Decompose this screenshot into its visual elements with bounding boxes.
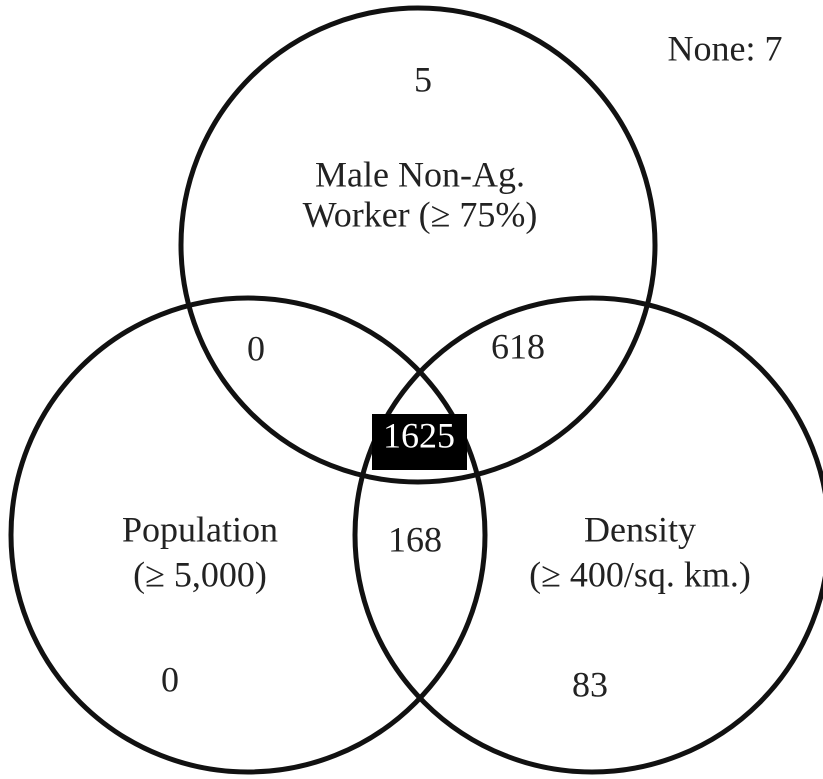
set-label: Population bbox=[122, 509, 278, 549]
region-count: 0 bbox=[161, 659, 179, 699]
region-count: 1625 bbox=[383, 415, 455, 455]
set-circle bbox=[352, 295, 823, 775]
highlight-box bbox=[372, 414, 467, 470]
set-circle bbox=[178, 5, 658, 485]
region-count: 618 bbox=[491, 326, 545, 366]
none-count: None: 7 bbox=[668, 28, 783, 68]
set-label: (≥ 5,000) bbox=[133, 554, 267, 594]
region-count: 5 bbox=[414, 59, 432, 99]
set-label: Male Non-Ag. bbox=[315, 154, 525, 194]
set-label: (≥ 400/sq. km.) bbox=[529, 554, 751, 594]
region-count: 83 bbox=[572, 664, 608, 704]
region-count: 168 bbox=[388, 519, 442, 559]
set-label: Density bbox=[584, 509, 696, 549]
set-label: Worker (≥ 75%) bbox=[303, 194, 538, 234]
set-circle bbox=[8, 295, 488, 775]
region-count: 0 bbox=[247, 328, 265, 368]
